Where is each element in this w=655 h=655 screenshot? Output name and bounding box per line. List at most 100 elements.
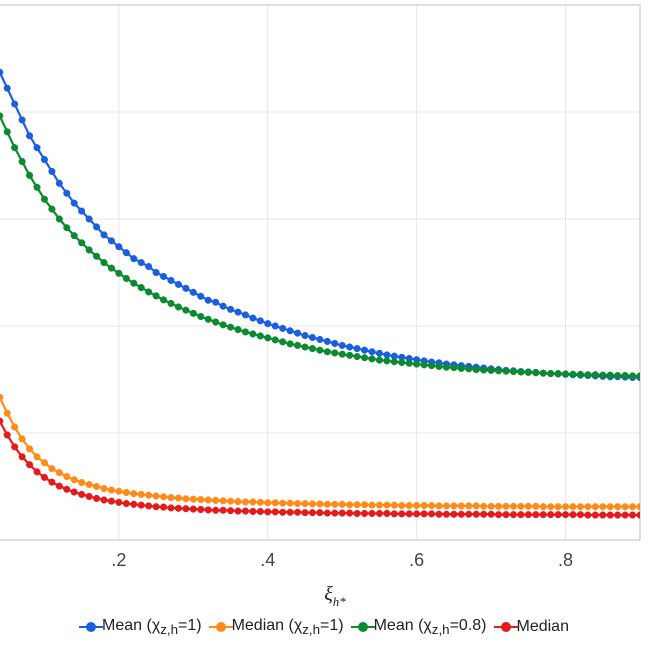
series-point-mean-chi1 — [116, 243, 123, 250]
series-point-median-chi1 — [637, 503, 644, 510]
series-point-mean-chi08 — [406, 360, 413, 367]
series-point-median-chi1 — [220, 497, 227, 504]
series-point-mean-chi08 — [108, 265, 115, 272]
series-point-mean-chi08 — [607, 372, 614, 379]
series-point-median-chi1 — [436, 503, 443, 510]
series-point-median-chi08 — [130, 501, 137, 508]
series-point-median-chi08 — [63, 486, 70, 493]
series-point-median-chi08 — [637, 512, 644, 519]
series-point-median-chi08 — [622, 512, 629, 519]
series-point-mean-chi08 — [287, 341, 294, 348]
series-point-mean-chi1 — [93, 224, 100, 231]
series-point-mean-chi1 — [384, 352, 391, 359]
series-point-mean-chi08 — [331, 350, 338, 357]
series-point-median-chi1 — [49, 465, 56, 472]
series-point-median-chi1 — [361, 501, 368, 508]
series-point-mean-chi1 — [123, 249, 130, 256]
series-point-median-chi1 — [11, 424, 18, 431]
series-point-median-chi1 — [130, 490, 137, 497]
series-point-median-chi08 — [294, 509, 301, 516]
series-point-median-chi08 — [599, 512, 606, 519]
series-point-mean-chi08 — [495, 367, 502, 374]
series-point-median-chi1 — [398, 502, 405, 509]
series-point-median-chi08 — [421, 511, 428, 518]
series-point-median-chi08 — [4, 432, 11, 439]
series-point-median-chi1 — [235, 498, 242, 505]
series-point-mean-chi1 — [235, 309, 242, 316]
series-point-median-chi1 — [145, 492, 152, 499]
series-point-median-chi08 — [145, 503, 152, 510]
series-point-median-chi1 — [309, 501, 316, 508]
series-point-mean-chi1 — [145, 263, 152, 270]
series-point-median-chi08 — [577, 511, 584, 518]
series-point-mean-chi08 — [257, 333, 264, 340]
series-point-median-chi08 — [56, 483, 63, 490]
legend-label: Median — [517, 618, 569, 636]
series-point-median-chi1 — [227, 498, 234, 505]
series-point-mean-chi08 — [309, 345, 316, 352]
series-point-median-chi08 — [592, 512, 599, 519]
series-point-mean-chi08 — [518, 369, 525, 376]
series-point-median-chi1 — [391, 502, 398, 509]
series-point-median-chi1 — [123, 489, 130, 496]
series-point-mean-chi08 — [585, 371, 592, 378]
series-point-mean-chi1 — [197, 293, 204, 300]
series-point-mean-chi08 — [175, 304, 182, 311]
legend-swatch — [358, 622, 368, 632]
x-tick-label: .4 — [260, 550, 275, 570]
series-point-mean-chi1 — [190, 289, 197, 296]
series-point-mean-chi1 — [264, 320, 271, 327]
series-point-median-chi1 — [443, 503, 450, 510]
series-point-mean-chi1 — [227, 306, 234, 313]
series-point-mean-chi1 — [302, 332, 309, 339]
series-point-median-chi08 — [123, 500, 130, 507]
series-point-mean-chi08 — [272, 337, 279, 344]
series-point-median-chi08 — [116, 499, 123, 506]
series-point-mean-chi1 — [287, 327, 294, 334]
series-point-mean-chi1 — [339, 342, 346, 349]
series-point-median-chi08 — [480, 511, 487, 518]
series-point-median-chi08 — [175, 505, 182, 512]
series-point-mean-chi08 — [34, 184, 41, 191]
series-point-median-chi08 — [369, 510, 376, 517]
series-point-median-chi1 — [93, 483, 100, 490]
series-point-mean-chi1 — [183, 285, 190, 292]
series-point-median-chi1 — [257, 499, 264, 506]
series-point-mean-chi08 — [376, 357, 383, 364]
series-point-median-chi08 — [510, 511, 517, 518]
series-point-median-chi08 — [242, 508, 249, 515]
series-point-median-chi08 — [585, 512, 592, 519]
series-point-mean-chi08 — [153, 293, 160, 300]
chart-svg: .2.4.6.8ξh* — [0, 0, 655, 655]
series-point-median-chi1 — [63, 473, 70, 480]
series-point-mean-chi1 — [205, 297, 212, 304]
series-point-mean-chi08 — [4, 129, 11, 136]
series-point-median-chi08 — [272, 509, 279, 516]
series-point-mean-chi08 — [49, 206, 56, 213]
series-point-mean-chi08 — [465, 366, 472, 373]
series-point-median-chi1 — [510, 503, 517, 510]
series-point-mean-chi08 — [220, 322, 227, 329]
legend-label: Mean (χz,h=1) — [102, 617, 202, 637]
series-point-median-chi1 — [339, 501, 346, 508]
series-point-median-chi08 — [160, 504, 167, 511]
series-point-median-chi08 — [503, 511, 510, 518]
series-point-mean-chi08 — [339, 351, 346, 358]
series-point-mean-chi08 — [503, 368, 510, 375]
series-point-median-chi1 — [272, 499, 279, 506]
series-point-mean-chi08 — [168, 300, 175, 307]
series-point-median-chi1 — [183, 495, 190, 502]
series-point-median-chi1 — [212, 497, 219, 504]
series-point-median-chi1 — [168, 494, 175, 501]
series-point-median-chi08 — [398, 511, 405, 518]
series-point-median-chi08 — [309, 509, 316, 516]
series-point-mean-chi1 — [279, 325, 286, 332]
series-point-median-chi08 — [361, 510, 368, 517]
series-point-median-chi08 — [614, 512, 621, 519]
series-point-mean-chi08 — [421, 362, 428, 369]
series-point-median-chi1 — [473, 503, 480, 510]
series-point-median-chi08 — [205, 507, 212, 514]
series-point-mean-chi08 — [279, 339, 286, 346]
series-point-mean-chi08 — [227, 324, 234, 331]
series-point-median-chi1 — [4, 410, 11, 417]
